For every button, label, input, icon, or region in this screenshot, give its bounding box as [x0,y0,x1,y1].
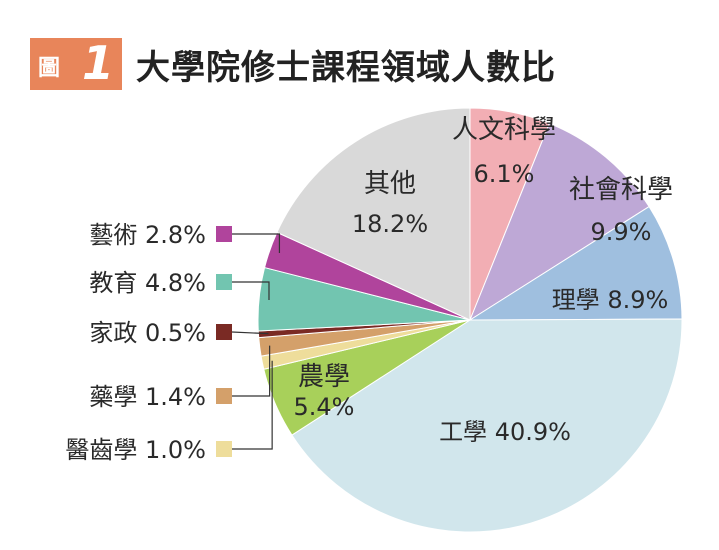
leader-line-home-economics [231,331,269,335]
legend-swatch-pharmacy [216,388,232,404]
slice-name-other: 其他 [364,169,416,199]
legend-label-medicine-dentistry: 醫齒學 1.0% [65,436,206,464]
slice-value-agriculture: 5.4% [294,393,355,421]
leader-line-pharmacy [232,345,271,397]
slice-name-humanities: 人文科學 [452,115,556,145]
slice-name-social-science: 社會科學 [569,175,673,205]
slice-label-science: 理學 8.9% [552,286,669,314]
slice-value-humanities: 6.1% [474,160,535,188]
legend-label-arts: 藝術 2.8% [89,221,206,249]
pie-slice-other [276,107,471,321]
slice-value-other: 18.2% [352,210,428,238]
pie-slice-social-science [468,122,650,322]
legend-swatch-arts [216,226,232,242]
legend-swatch-education [216,274,232,290]
pie-slices [257,107,683,533]
legend-label-education: 教育 4.8% [89,269,206,297]
figure-number-badge: 圖 1 [30,36,122,90]
leader-lines [231,233,281,450]
legend-swatch-home-economics [216,324,232,340]
badge-label: 圖 [38,56,61,81]
pie-slice-science [468,205,683,321]
legend-label-home-economics: 家政 0.5% [89,319,206,347]
chart-title: 大學院修士課程領域人數比 [136,47,556,88]
slice-value-social-science: 9.9% [591,218,652,246]
leader-line-medicine-dentistry [232,360,273,450]
legend-label-pharmacy: 藥學 1.4% [89,383,206,411]
figure-title: 圖 1 大學院修士課程領域人數比 [30,36,556,92]
slice-labels: 人文科學 6.1% 社會科學 9.9% 工學 40.9% 農學5.4% 其他 18.2% 理學 … [65,115,673,464]
legend-swatch-medicine-dentistry [216,441,232,457]
leader-line-arts [232,233,281,254]
slice-name-agriculture: 農學 [298,362,350,392]
badge-number: 1 [82,36,115,90]
slice-label-engineering: 工學 40.9% [439,418,571,446]
leader-line-education [232,281,270,301]
